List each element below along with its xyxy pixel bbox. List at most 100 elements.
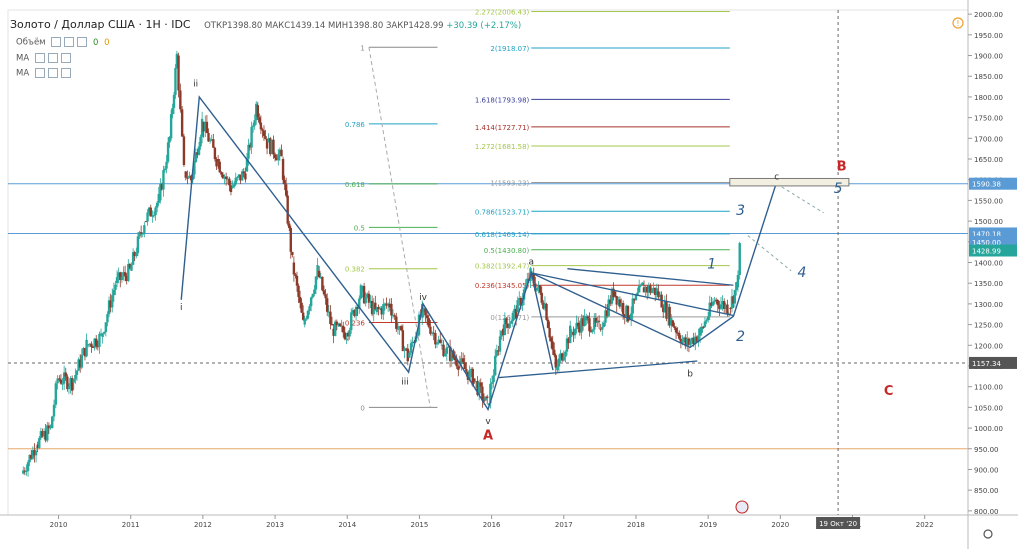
eye-icon[interactable] [34,53,45,63]
ohlc-high: МАКС1439.14 [265,21,326,31]
settings-icon[interactable] [64,37,75,47]
close-icon[interactable] [60,53,71,63]
target-zone-box[interactable] [729,177,850,187]
candle-body [626,305,630,322]
price-tag [969,244,1017,257]
candle-body [259,122,263,130]
candle-body [396,328,400,330]
candle-body [294,274,297,276]
candle-body [560,353,564,361]
candle-body [678,332,681,339]
candle-body [104,322,108,332]
candle-body [39,431,43,439]
price-tag-label: 1157.34 [972,360,1001,368]
y-tick-label: 1500.00 [974,218,1003,226]
candle-body [572,331,575,336]
fib-extension-label: 0.5(1430.80) [484,247,530,255]
x-tick-label: 2019 [699,521,717,529]
candle-body [732,296,735,304]
candle-body [26,462,30,471]
candle-body [711,301,715,306]
candle-body [409,343,413,353]
candle-body [516,300,519,313]
candle-body [168,136,171,143]
event-marker-icon[interactable] [735,500,749,514]
ohlc-close: ЗАКР1428.99 [385,21,444,31]
gear-icon[interactable] [983,529,993,539]
candle-body [450,350,453,361]
indicator-volume-value-b: 0 [104,37,110,48]
candle-body [492,375,495,383]
indicator-ma-1[interactable]: MA [16,53,71,64]
x-tick-label: 2012 [194,521,212,529]
candle-body [228,178,231,186]
candle-body [591,329,594,332]
candle-body [114,284,117,290]
candle-body [382,304,385,315]
candle-body [641,282,644,286]
candle-body [401,330,405,352]
candle-body [551,341,554,350]
candle-body [325,298,329,312]
candle-body [398,326,401,329]
candle-body [348,329,351,337]
candle-body [54,383,58,405]
candle-body [160,184,164,190]
candle-body [353,310,356,317]
price-tag-label: 1428.99 [972,248,1001,256]
close-icon[interactable] [60,68,71,78]
candle-body [146,212,149,222]
candle-body [229,185,233,193]
candle-body [283,179,286,185]
candle-body [716,300,719,306]
candle-body [269,138,272,155]
candle-body [231,186,234,188]
eye-icon[interactable] [51,37,62,47]
candle-body [59,379,63,384]
fib-extension-label: 0.382(1392.47) [475,263,530,271]
candle-body [369,300,372,303]
eye-icon[interactable] [34,68,45,78]
candle-body [594,317,598,323]
fib-trend-line [368,47,431,408]
candle-body [618,299,622,307]
indicator-ma-2[interactable]: MA [16,68,71,79]
candle-body [133,252,136,257]
candle-body [586,316,590,319]
candle-body [221,174,225,179]
candle-body [305,318,308,320]
candle-body [670,317,673,326]
candle-body [425,315,429,319]
candle-body [200,118,204,137]
candle-body [122,272,125,277]
candle-body [538,285,542,293]
candle-body [291,251,294,256]
close-icon[interactable] [77,37,88,47]
candle-body [437,339,440,344]
chart-header: Золото / Доллар США · 1Н · IDC ОТКР1398.… [10,18,521,31]
candle-body [356,306,359,309]
candle-body [477,382,481,395]
candle-body [56,378,59,384]
x-tick-label: 2018 [627,521,645,529]
candle-body [460,358,463,365]
candle-body [639,285,642,287]
settings-icon[interactable] [47,53,58,63]
elliott-wave-path [180,95,778,412]
candle-body [38,438,41,448]
alert-icon[interactable] [952,17,964,29]
candle-body [244,173,247,180]
symbol-title[interactable]: Золото / Доллар США · 1Н · IDC [10,18,191,31]
candle-body [620,302,623,307]
candle-body [169,114,173,139]
candle-body [524,284,527,290]
candle-body [440,344,444,346]
y-tick-label: 850.00 [974,487,999,495]
indicator-volume[interactable]: Объём 0 0 [16,37,110,48]
settings-icon[interactable] [47,68,58,78]
candle-body [532,273,535,284]
candle-body [540,292,543,303]
candle-body [207,133,210,142]
candle-body [234,177,237,185]
